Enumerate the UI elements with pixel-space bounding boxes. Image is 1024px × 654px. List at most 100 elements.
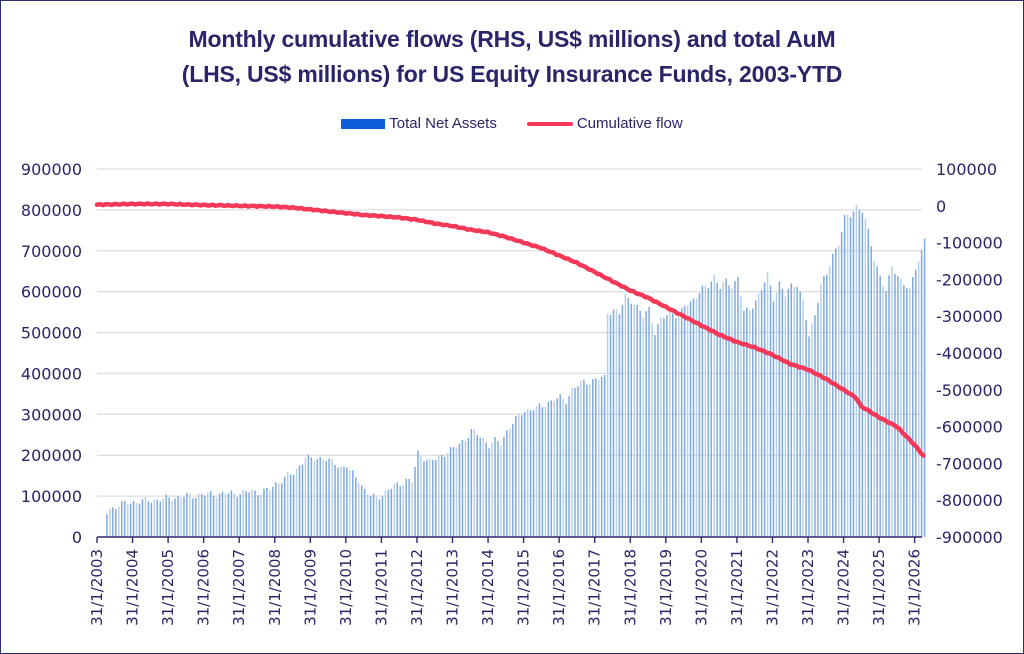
x-axis-tick-label: 31/1/2022 [763, 549, 781, 626]
bar-total-net-assets [479, 438, 481, 537]
bar-total-net-assets [464, 441, 467, 537]
bar-total-net-assets [212, 495, 215, 537]
x-axis-tick-label: 31/1/2015 [515, 549, 533, 626]
bar-total-net-assets [603, 375, 606, 537]
x-axis-tick-label: 31/1/2016 [550, 549, 568, 626]
left-axis-tick-label: 700000 [21, 242, 82, 261]
bar-total-net-assets [435, 459, 437, 537]
bar-total-net-assets [171, 501, 173, 537]
bar-total-net-assets [728, 285, 730, 537]
bar-total-net-assets [278, 483, 280, 537]
bar-total-net-assets [115, 509, 117, 537]
bar-total-net-assets [577, 386, 579, 537]
bar-total-net-assets [666, 314, 668, 537]
legend: Total Net Assets Cumulative flow [0, 115, 1024, 132]
bar-total-net-assets [562, 398, 564, 537]
bar-total-net-assets [218, 493, 221, 537]
bar-total-net-assets [506, 430, 508, 537]
bar-total-net-assets [532, 410, 535, 537]
right-axis-tick-label: -100000 [936, 234, 1003, 253]
bar-total-net-assets [793, 287, 795, 537]
bar-total-net-assets [423, 461, 425, 537]
bar-total-net-assets [772, 301, 775, 537]
bar-total-net-assets [829, 266, 831, 537]
bar-total-net-assets [589, 384, 591, 537]
x-axis-tick-label: 31/1/2006 [195, 549, 213, 626]
x-axis-tick-label: 31/1/2019 [657, 549, 675, 626]
right-axis-tick-label: -400000 [936, 344, 1003, 363]
bar-total-net-assets [372, 493, 375, 537]
bar-total-net-assets [316, 458, 319, 537]
bar-total-net-assets [198, 493, 200, 537]
bar-total-net-assets [168, 497, 170, 537]
bar-total-net-assets [192, 498, 194, 537]
left-axis-tick-label: 900000 [21, 160, 82, 179]
bar-total-net-assets [488, 448, 490, 537]
bar-total-net-assets [580, 380, 582, 537]
bar-total-net-assets [467, 437, 470, 537]
bar-total-net-assets [343, 466, 345, 537]
x-axis-tick-label: 31/1/2010 [337, 549, 355, 626]
bar-total-net-assets [669, 312, 671, 537]
bar-total-net-assets [224, 493, 227, 537]
x-axis-tick-label: 31/1/2008 [266, 549, 284, 626]
bar-total-net-assets [414, 466, 416, 537]
bar-total-net-assets [378, 499, 381, 537]
x-axis-tick-label: 31/1/2003 [88, 549, 106, 626]
bar-total-net-assets [129, 503, 132, 537]
bar-total-net-assets [298, 465, 301, 537]
bar-total-net-assets [325, 461, 327, 537]
bar-total-net-assets [686, 306, 689, 537]
bar-total-net-assets [879, 275, 881, 537]
bar-total-net-assets [417, 450, 419, 537]
bar-total-net-assets [692, 298, 695, 537]
bar-total-net-assets [405, 478, 407, 537]
bar-total-net-assets [544, 407, 547, 537]
bar-total-net-assets [289, 474, 292, 537]
bar-total-net-assets [420, 456, 422, 537]
bar-total-net-assets [337, 467, 339, 537]
chart-title-line-1: Monthly cumulative flows (RHS, US$ milli… [188, 26, 836, 52]
bar-total-net-assets [802, 299, 804, 537]
bar-total-net-assets [672, 313, 674, 537]
bar-total-net-assets [861, 212, 864, 538]
bar-total-net-assets [411, 482, 413, 537]
bar-total-net-assets [203, 495, 206, 537]
bar-total-net-assets [760, 290, 763, 537]
bar-total-net-assets [135, 503, 138, 537]
bar-total-net-assets [843, 214, 846, 538]
x-axis-tick-label: 31/1/2007 [230, 549, 248, 626]
bar-total-net-assets [230, 490, 233, 537]
bar-total-net-assets [722, 281, 724, 537]
bar-total-net-assets [529, 410, 532, 537]
bar-total-net-assets [624, 293, 627, 537]
bar-total-net-assets [906, 288, 908, 537]
bar-total-net-assets [636, 304, 638, 537]
bar-total-net-assets [366, 494, 369, 537]
bar-total-net-assets [897, 275, 899, 537]
bar-total-net-assets [363, 489, 366, 537]
bar-total-net-assets [452, 447, 455, 537]
right-axis-tick-label: -200000 [936, 270, 1003, 289]
bar-total-net-assets [449, 447, 452, 537]
bar-total-net-assets [775, 292, 778, 537]
bar-total-net-assets [473, 429, 476, 537]
bar-total-net-assets [242, 489, 244, 537]
left-axis-tick-label: 100000 [21, 487, 82, 506]
bar-total-net-assets [260, 494, 262, 537]
bar-total-net-assets [248, 492, 250, 537]
bar-total-net-assets [689, 301, 692, 537]
bar-total-net-assets [162, 498, 164, 537]
bar-total-net-assets [811, 323, 813, 537]
bar-total-net-assets [618, 314, 621, 537]
bar-total-net-assets [189, 493, 191, 537]
bar-total-net-assets [568, 396, 570, 537]
x-axis-tick-label: 31/1/2025 [870, 549, 888, 626]
bar-total-net-assets [141, 498, 144, 537]
bar-total-net-assets [743, 310, 745, 537]
bar-total-net-assets [132, 500, 135, 537]
bar-total-net-assets [556, 398, 558, 537]
bar-total-net-assets [233, 493, 236, 537]
x-axis-tick-label: 31/1/2017 [586, 549, 604, 626]
bar-total-net-assets [310, 457, 313, 537]
